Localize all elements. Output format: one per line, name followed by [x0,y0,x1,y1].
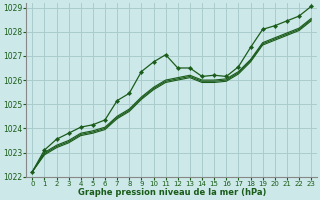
X-axis label: Graphe pression niveau de la mer (hPa): Graphe pression niveau de la mer (hPa) [77,188,266,197]
